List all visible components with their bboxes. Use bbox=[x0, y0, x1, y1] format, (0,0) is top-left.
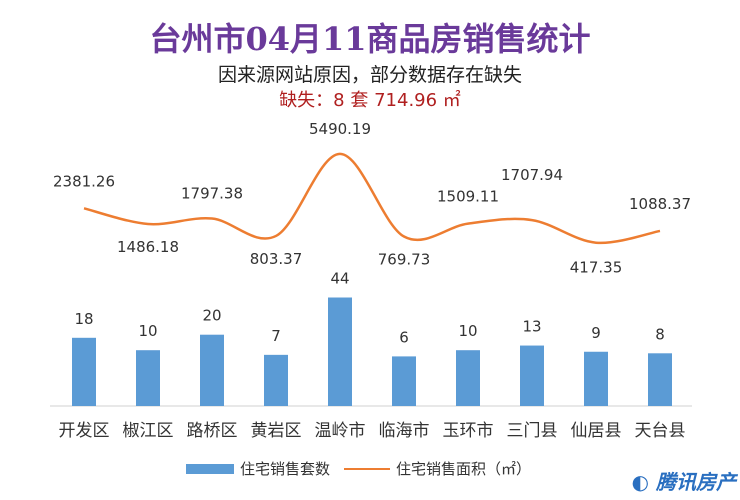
line-label: 1797.38 bbox=[181, 185, 243, 203]
bar bbox=[392, 356, 416, 406]
bar-label: 20 bbox=[202, 307, 221, 325]
bar bbox=[456, 350, 480, 406]
category-label: 路桥区 bbox=[187, 421, 238, 441]
line-label: 1486.18 bbox=[117, 238, 179, 256]
category-label: 玉环市 bbox=[443, 421, 494, 441]
category-label: 温岭市 bbox=[315, 421, 366, 441]
bar bbox=[136, 350, 160, 406]
bar-label: 44 bbox=[330, 270, 349, 288]
bar-label: 7 bbox=[271, 327, 281, 345]
category-label: 仙居县 bbox=[571, 421, 622, 441]
bar-label: 6 bbox=[399, 328, 409, 346]
legend-line-label: 住宅销售面积（㎡） bbox=[396, 460, 532, 478]
line-label: 1509.11 bbox=[437, 188, 499, 206]
line-label: 2381.26 bbox=[53, 172, 115, 190]
line-label: 803.37 bbox=[250, 250, 303, 268]
bar-label: 13 bbox=[522, 318, 541, 336]
bar bbox=[328, 297, 352, 406]
bar-label: 10 bbox=[138, 322, 157, 340]
line-label: 1707.94 bbox=[501, 166, 563, 184]
line-label: 5490.19 bbox=[309, 120, 371, 138]
line-label: 769.73 bbox=[378, 251, 431, 269]
bar-label: 10 bbox=[458, 322, 477, 340]
bar-label: 18 bbox=[74, 310, 93, 328]
category-label: 三门县 bbox=[507, 421, 558, 441]
bar bbox=[72, 337, 96, 406]
bar bbox=[520, 345, 544, 406]
category-label: 开发区 bbox=[59, 421, 110, 441]
bar-label: 8 bbox=[655, 325, 665, 343]
bar bbox=[200, 334, 224, 406]
category-label: 椒江区 bbox=[123, 421, 174, 441]
legend-bar-swatch bbox=[186, 463, 234, 474]
missing-note: 缺失：8 套 714.96 ㎡ bbox=[279, 90, 461, 111]
chart-title: 台州市04月11商品房销售统计 bbox=[149, 20, 591, 58]
legend-bar-label: 住宅销售套数 bbox=[240, 460, 331, 478]
category-label: 天台县 bbox=[635, 421, 686, 441]
line-label: 417.35 bbox=[570, 259, 623, 277]
line-label: 1088.37 bbox=[629, 195, 691, 213]
legend-line-swatch bbox=[344, 467, 391, 470]
bar bbox=[648, 353, 672, 406]
logo: ◐ 腾讯房产 bbox=[631, 470, 736, 494]
legend: 住宅销售套数 住宅销售面积（㎡） bbox=[186, 458, 531, 479]
chart-subtitle: 因来源网站原因，部分数据存在缺失 bbox=[217, 64, 522, 86]
bar bbox=[584, 351, 608, 406]
category-label: 黄岩区 bbox=[251, 421, 302, 441]
category-label: 临海市 bbox=[379, 421, 430, 441]
bar-label: 9 bbox=[591, 324, 601, 342]
area-line bbox=[83, 152, 661, 245]
bar bbox=[264, 354, 288, 406]
